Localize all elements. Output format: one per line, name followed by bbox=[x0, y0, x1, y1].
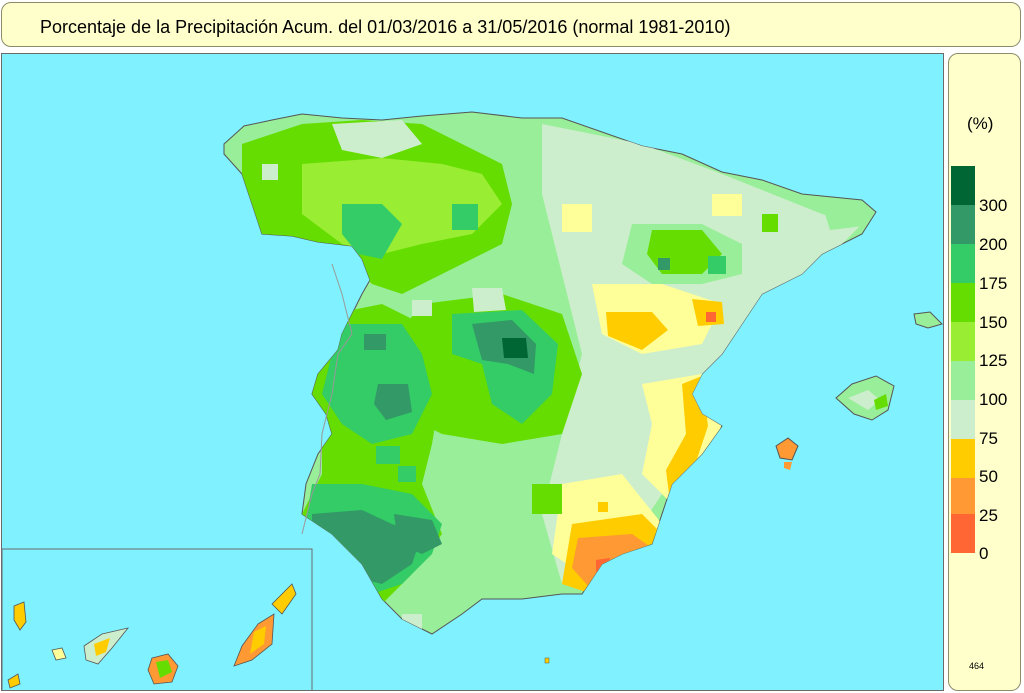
legend-label: 100 bbox=[979, 390, 1008, 409]
legend-label: 50 bbox=[979, 467, 998, 486]
legend-label: 75 bbox=[979, 429, 998, 448]
legend-swatch bbox=[951, 400, 975, 439]
legend-swatch bbox=[951, 439, 975, 478]
map-title: Porcentaje de la Precipitación Acum. del… bbox=[40, 17, 731, 37]
legend-swatch bbox=[951, 322, 975, 361]
la-palma bbox=[13, 601, 27, 631]
map-code: 464 bbox=[969, 661, 985, 671]
legend-label: 0 bbox=[979, 544, 989, 563]
legend-swatch bbox=[951, 514, 975, 553]
el-hierro bbox=[7, 673, 21, 689]
legend-label: 175 bbox=[979, 274, 1008, 293]
precipitation-map bbox=[2, 111, 943, 690]
legend-unit: (%) bbox=[967, 114, 994, 133]
legend-swatch bbox=[951, 478, 975, 516]
lanzarote bbox=[271, 583, 297, 615]
la-gomera bbox=[51, 647, 67, 661]
legend-label: 125 bbox=[979, 351, 1008, 370]
ibiza bbox=[775, 437, 799, 461]
legend-panel: (%) 300 200 175 150 125 100 75 50 25 0 4… bbox=[948, 53, 1021, 691]
canary-inset-frame bbox=[2, 548, 313, 690]
legend-swatch bbox=[951, 205, 975, 244]
legend-label: 150 bbox=[979, 313, 1008, 332]
map-panel bbox=[1, 53, 944, 691]
legend-label: 300 bbox=[979, 196, 1008, 215]
legend-label: 200 bbox=[979, 235, 1008, 254]
legend-label: 25 bbox=[979, 506, 998, 525]
title-bar: Porcentaje de la Precipitación Acum. del… bbox=[1, 2, 1021, 47]
legend-swatch bbox=[951, 244, 975, 283]
menorca bbox=[913, 311, 943, 329]
legend-swatch bbox=[951, 283, 975, 322]
legend-swatch bbox=[951, 166, 975, 205]
legend-swatch bbox=[951, 361, 975, 400]
